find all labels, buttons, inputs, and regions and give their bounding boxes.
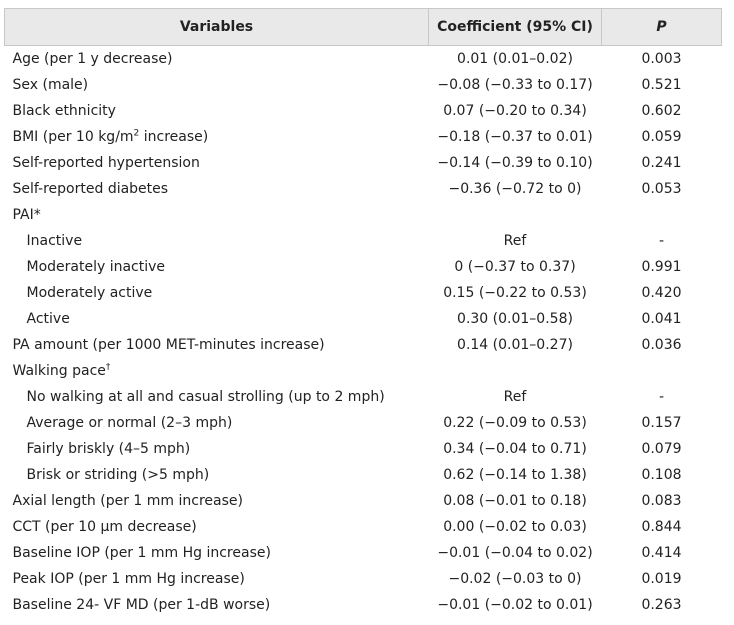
- regression-table: Variables Coefficient (95% CI) P Age (pe…: [4, 8, 722, 618]
- coefficient-cell: 0.62 (−0.14 to 1.38): [443, 467, 587, 483]
- coefficient-cell: −0.18 (−0.37 to 0.01): [437, 129, 593, 145]
- superscript: 2: [133, 128, 140, 139]
- variable-cell: Moderately active: [26, 285, 153, 301]
- p-value-cell: -: [658, 233, 665, 249]
- variable-cell: Baseline IOP (per 1 mm Hg increase): [12, 545, 271, 561]
- variable-cell: Baseline 24- VF MD (per 1-dB worse): [12, 597, 271, 613]
- coefficient-cell: 0.14 (0.01–0.27): [457, 337, 573, 353]
- table-row: BMI (per 10 kg/m2 increase) −0.18 (−0.37…: [5, 124, 722, 150]
- header-p: P: [601, 8, 722, 46]
- table-row: Axial length (per 1 mm increase) 0.08 (−…: [5, 488, 722, 514]
- coefficient-cell: Ref: [503, 233, 527, 249]
- coefficient-cell: 0.01 (0.01–0.02): [457, 51, 573, 67]
- table-row: No walking at all and casual strolling (…: [5, 384, 722, 410]
- p-value-cell: 0.083: [641, 493, 682, 509]
- table-row: CCT (per 10 μm decrease) 0.00 (−0.02 to …: [5, 514, 722, 540]
- variable-cell: Moderately inactive: [26, 259, 166, 275]
- coefficient-cell: −0.01 (−0.04 to 0.02): [437, 545, 593, 561]
- p-value-cell: 0.844: [641, 519, 682, 535]
- table-row: Active 0.30 (0.01–0.58) 0.041: [5, 306, 722, 332]
- p-value-cell: 0.157: [641, 415, 682, 431]
- p-value-cell: 0.108: [641, 467, 682, 483]
- table-row: Brisk or striding (>5 mph) 0.62 (−0.14 t…: [5, 462, 722, 488]
- p-value-cell: 0.053: [641, 181, 682, 197]
- coefficient-cell: 0.34 (−0.04 to 0.71): [443, 441, 587, 457]
- coefficient-cell: −0.02 (−0.03 to 0): [448, 571, 582, 587]
- variable-cell: Sex (male): [12, 77, 89, 93]
- variable-cell: Active: [26, 311, 70, 327]
- header-row: Variables Coefficient (95% CI) P: [4, 8, 722, 46]
- variable-cell: PA amount (per 1000 MET-minutes increase…: [12, 337, 325, 353]
- table-row: Self-reported diabetes −0.36 (−0.72 to 0…: [5, 176, 722, 202]
- table-row-group-header: Walking pace†: [5, 358, 722, 384]
- table-row: Baseline IOP (per 1 mm Hg increase) −0.0…: [5, 540, 722, 566]
- table-row: Sex (male) −0.08 (−0.33 to 0.17) 0.521: [5, 72, 722, 98]
- p-value-cell: 0.420: [641, 285, 682, 301]
- coefficient-cell: −0.36 (−0.72 to 0): [448, 181, 582, 197]
- p-value-cell: -: [658, 389, 665, 405]
- p-value-cell: 0.041: [641, 311, 682, 327]
- variable-cell: No walking at all and casual strolling (…: [26, 389, 385, 405]
- variable-cell: Axial length (per 1 mm increase): [12, 493, 243, 509]
- coefficient-cell: [429, 202, 602, 228]
- p-value-cell: 0.241: [641, 155, 682, 171]
- header-variables: Variables: [4, 8, 429, 46]
- p-value-cell: 0.414: [641, 545, 682, 561]
- coefficient-cell: [429, 358, 602, 384]
- coefficient-cell: 0.15 (−0.22 to 0.53): [443, 285, 587, 301]
- table-row: Age (per 1 y decrease) 0.01 (0.01–0.02) …: [5, 46, 722, 73]
- variable-cell: Self-reported hypertension: [12, 155, 200, 171]
- coefficient-cell: −0.08 (−0.33 to 0.17): [437, 77, 593, 93]
- p-value-cell: 0.521: [641, 77, 682, 93]
- variable-cell: Peak IOP (per 1 mm Hg increase): [12, 571, 245, 587]
- table-row: Self-reported hypertension −0.14 (−0.39 …: [5, 150, 722, 176]
- p-value-cell: 0.003: [641, 51, 682, 67]
- variable-cell: Walking pace†: [5, 358, 429, 384]
- variable-label: Walking pace: [12, 363, 106, 379]
- p-value-cell: 0.036: [641, 337, 682, 353]
- table-row: PA amount (per 1000 MET-minutes increase…: [5, 332, 722, 358]
- variable-cell: BMI (per 10 kg/m2 increase): [5, 124, 429, 150]
- p-value-cell: 0.991: [641, 259, 682, 275]
- p-value-cell: [602, 358, 722, 384]
- variable-cell: Self-reported diabetes: [12, 181, 169, 197]
- coefficient-cell: 0 (−0.37 to 0.37): [454, 259, 576, 275]
- variable-cell: Brisk or striding (>5 mph): [26, 467, 210, 483]
- variable-label-suffix: increase): [139, 129, 209, 145]
- variable-cell: Inactive: [26, 233, 83, 249]
- coefficient-cell: 0.00 (−0.02 to 0.03): [443, 519, 587, 535]
- table-row: Fairly briskly (4–5 mph) 0.34 (−0.04 to …: [5, 436, 722, 462]
- p-value-cell: 0.079: [641, 441, 682, 457]
- table-row: Inactive Ref -: [5, 228, 722, 254]
- coefficient-cell: 0.08 (−0.01 to 0.18): [443, 493, 587, 509]
- coefficient-cell: Ref: [503, 389, 527, 405]
- p-value-cell: [602, 202, 722, 228]
- coefficient-cell: 0.22 (−0.09 to 0.53): [443, 415, 587, 431]
- table-row-group-header: PAI*: [5, 202, 722, 228]
- coefficient-cell: 0.30 (0.01–0.58): [457, 311, 573, 327]
- variable-cell: Average or normal (2–3 mph): [26, 415, 233, 431]
- coefficient-cell: −0.01 (−0.02 to 0.01): [437, 597, 593, 613]
- coefficient-cell: −0.14 (−0.39 to 0.10): [437, 155, 593, 171]
- superscript: †: [105, 362, 111, 373]
- table-row: Black ethnicity 0.07 (−0.20 to 0.34) 0.6…: [5, 98, 722, 124]
- variable-label: BMI (per 10 kg/m: [12, 129, 134, 145]
- table-row: Average or normal (2–3 mph) 0.22 (−0.09 …: [5, 410, 722, 436]
- variable-cell: Fairly briskly (4–5 mph): [26, 441, 191, 457]
- table-row: Moderately active 0.15 (−0.22 to 0.53) 0…: [5, 280, 722, 306]
- variable-cell: CCT (per 10 μm decrease): [12, 519, 197, 535]
- p-value-cell: 0.263: [641, 597, 682, 613]
- table-row: Moderately inactive 0 (−0.37 to 0.37) 0.…: [5, 254, 722, 280]
- p-value-cell: 0.059: [641, 129, 682, 145]
- table-row: Baseline 24- VF MD (per 1-dB worse) −0.0…: [5, 592, 722, 618]
- table-row: Peak IOP (per 1 mm Hg increase) −0.02 (−…: [5, 566, 722, 592]
- coefficient-cell: 0.07 (−0.20 to 0.34): [443, 103, 587, 119]
- p-value-cell: 0.602: [641, 103, 682, 119]
- variable-cell: Black ethnicity: [12, 103, 116, 119]
- variable-cell: PAI*: [12, 207, 41, 223]
- header-coefficient: Coefficient (95% CI): [428, 8, 602, 46]
- variable-cell: Age (per 1 y decrease): [12, 51, 173, 67]
- p-value-cell: 0.019: [641, 571, 682, 587]
